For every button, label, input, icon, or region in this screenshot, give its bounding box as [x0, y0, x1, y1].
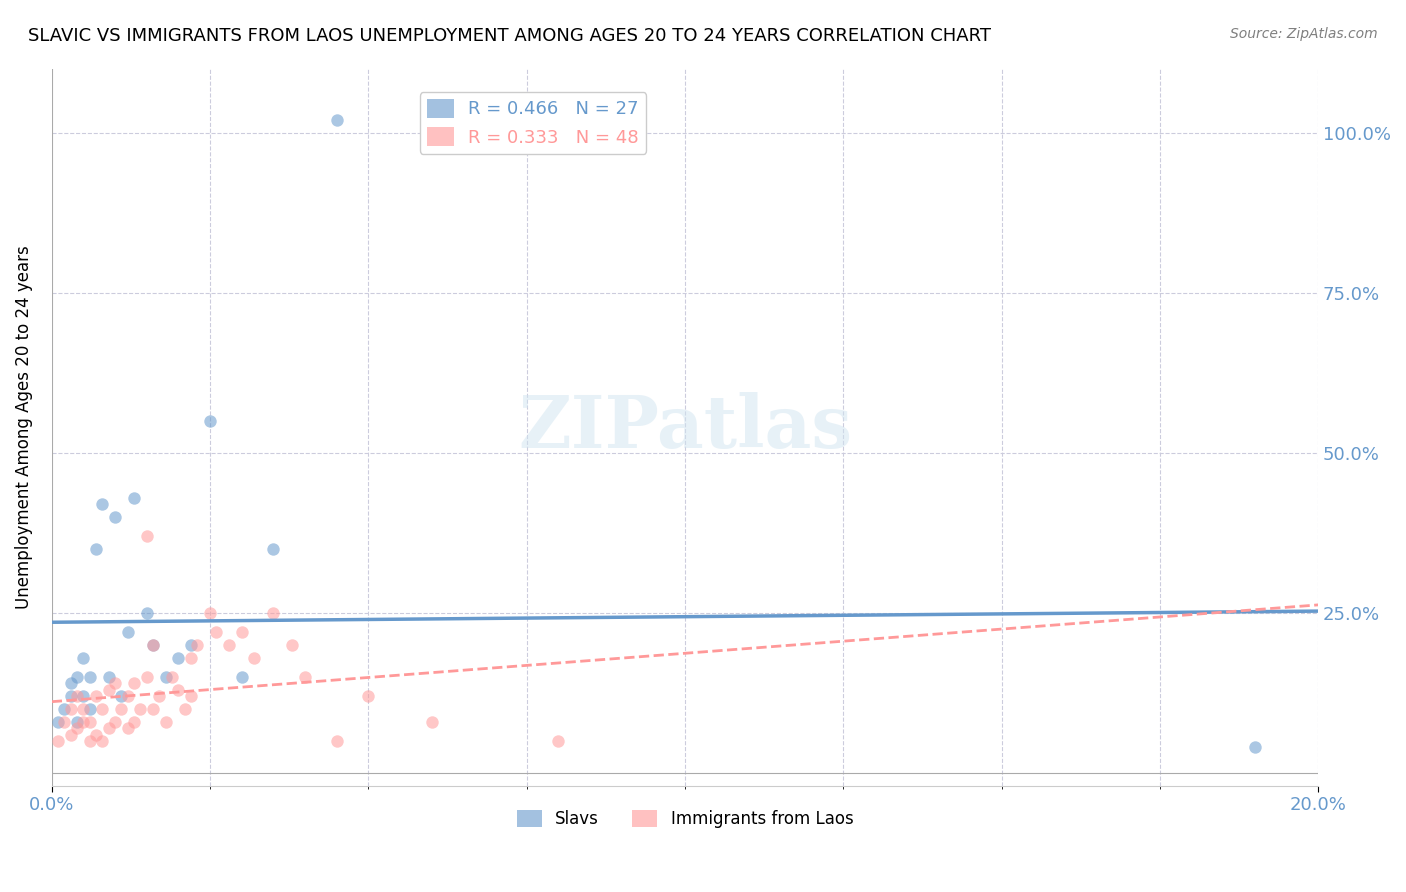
Point	[66, 721, 89, 735]
Point	[104, 509, 127, 524]
Point	[122, 491, 145, 505]
Point	[243, 650, 266, 665]
Point	[135, 670, 157, 684]
Point	[97, 721, 120, 735]
Point	[104, 714, 127, 729]
Legend: Slavs, Immigrants from Laos: Slavs, Immigrants from Laos	[510, 804, 860, 835]
Point	[142, 638, 165, 652]
Point	[66, 670, 89, 684]
Point	[262, 606, 284, 620]
Point	[59, 727, 82, 741]
Point	[186, 638, 208, 652]
Point	[97, 682, 120, 697]
Point	[91, 734, 114, 748]
Point	[160, 670, 183, 684]
Point	[180, 689, 202, 703]
Point	[173, 702, 195, 716]
Point	[72, 714, 94, 729]
Text: Source: ZipAtlas.com: Source: ZipAtlas.com	[1230, 27, 1378, 41]
Point	[72, 702, 94, 716]
Point	[84, 689, 107, 703]
Point	[110, 689, 132, 703]
Point	[72, 650, 94, 665]
Point	[79, 702, 101, 716]
Point	[198, 414, 221, 428]
Point	[46, 714, 69, 729]
Point	[155, 714, 177, 729]
Point	[110, 702, 132, 716]
Point	[281, 638, 304, 652]
Point	[294, 670, 316, 684]
Point	[104, 676, 127, 690]
Y-axis label: Unemployment Among Ages 20 to 24 years: Unemployment Among Ages 20 to 24 years	[15, 245, 32, 609]
Point	[167, 682, 190, 697]
Point	[53, 702, 76, 716]
Point	[66, 689, 89, 703]
Point	[79, 670, 101, 684]
Point	[1243, 740, 1265, 755]
Point	[135, 606, 157, 620]
Point	[180, 650, 202, 665]
Point	[129, 702, 152, 716]
Point	[59, 676, 82, 690]
Point	[167, 650, 190, 665]
Point	[218, 638, 240, 652]
Point	[117, 721, 139, 735]
Point	[72, 689, 94, 703]
Point	[117, 625, 139, 640]
Point	[59, 689, 82, 703]
Point	[84, 541, 107, 556]
Point	[198, 606, 221, 620]
Point	[66, 714, 89, 729]
Point	[231, 625, 253, 640]
Point	[53, 714, 76, 729]
Point	[325, 112, 347, 127]
Point	[117, 689, 139, 703]
Point	[262, 541, 284, 556]
Point	[231, 670, 253, 684]
Point	[79, 714, 101, 729]
Point	[148, 689, 170, 703]
Point	[59, 702, 82, 716]
Point	[79, 734, 101, 748]
Point	[142, 638, 165, 652]
Point	[357, 689, 380, 703]
Point	[46, 734, 69, 748]
Point	[205, 625, 228, 640]
Point	[97, 670, 120, 684]
Point	[122, 676, 145, 690]
Point	[142, 702, 165, 716]
Point	[84, 727, 107, 741]
Point	[325, 734, 347, 748]
Point	[420, 714, 443, 729]
Text: ZIPatlas: ZIPatlas	[517, 392, 852, 463]
Point	[155, 670, 177, 684]
Text: SLAVIC VS IMMIGRANTS FROM LAOS UNEMPLOYMENT AMONG AGES 20 TO 24 YEARS CORRELATIO: SLAVIC VS IMMIGRANTS FROM LAOS UNEMPLOYM…	[28, 27, 991, 45]
Point	[135, 529, 157, 543]
Point	[547, 734, 569, 748]
Point	[180, 638, 202, 652]
Point	[91, 702, 114, 716]
Point	[122, 714, 145, 729]
Point	[91, 497, 114, 511]
